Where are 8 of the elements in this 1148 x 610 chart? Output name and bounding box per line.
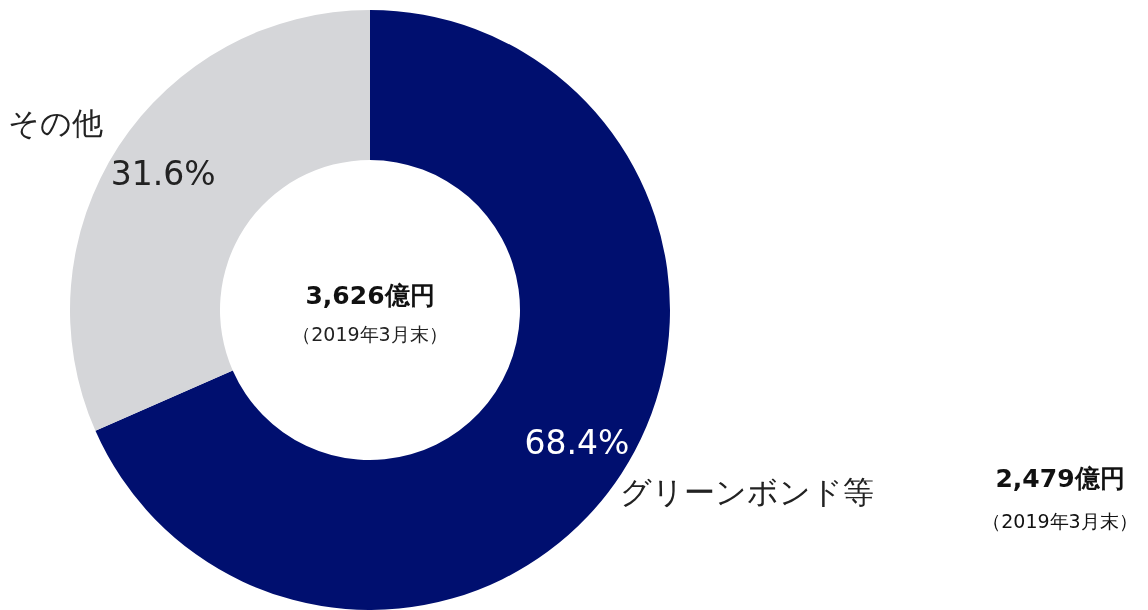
slice-label: その他: [7, 104, 103, 141]
text: 3,626億円: [305, 281, 435, 310]
text: （2019年3月末）: [292, 322, 448, 345]
text: （2019年3月末）: [982, 509, 1138, 532]
data-label: 68.4%: [524, 423, 630, 463]
slice-label: グリーンボンド等: [619, 474, 874, 511]
text: 2,479億円: [995, 464, 1125, 493]
data-label: 31.6%: [110, 153, 216, 193]
